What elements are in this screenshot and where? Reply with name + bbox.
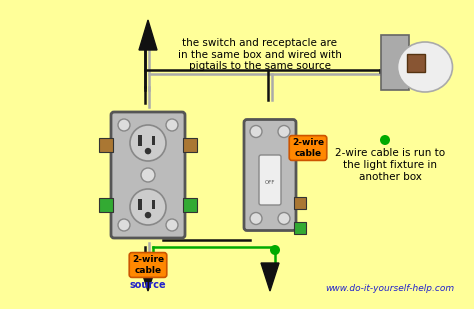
Circle shape (130, 189, 166, 225)
Text: 2-wire
cable: 2-wire cable (292, 138, 324, 158)
Bar (183, 198, 197, 212)
Bar (99, 198, 113, 212)
Circle shape (250, 213, 262, 225)
FancyBboxPatch shape (259, 155, 281, 205)
FancyBboxPatch shape (111, 112, 185, 238)
Circle shape (130, 125, 166, 161)
Text: OFF: OFF (265, 180, 275, 185)
Polygon shape (261, 263, 279, 291)
Text: source: source (130, 280, 166, 290)
Bar (381, 35, 409, 90)
Text: 2-wire cable is run to
the light fixture in
another box: 2-wire cable is run to the light fixture… (335, 148, 445, 182)
Bar (152, 200, 155, 209)
Bar (294, 222, 306, 234)
Bar (99, 138, 113, 152)
Circle shape (250, 125, 262, 138)
Circle shape (380, 135, 390, 145)
Ellipse shape (398, 42, 453, 92)
Text: www.do-it-yourself-help.com: www.do-it-yourself-help.com (326, 284, 455, 293)
Circle shape (278, 213, 290, 225)
Bar (138, 135, 142, 146)
Bar (294, 141, 306, 153)
Circle shape (166, 119, 178, 131)
Circle shape (270, 245, 280, 255)
Circle shape (278, 125, 290, 138)
Bar (152, 136, 155, 145)
FancyBboxPatch shape (244, 120, 296, 231)
Bar (294, 197, 306, 209)
Circle shape (118, 119, 130, 131)
Circle shape (166, 219, 178, 231)
Bar (183, 138, 197, 152)
Polygon shape (139, 20, 157, 50)
Circle shape (118, 219, 130, 231)
Circle shape (145, 148, 151, 154)
Circle shape (141, 168, 155, 182)
Bar (138, 199, 142, 210)
Polygon shape (139, 263, 157, 291)
Circle shape (145, 212, 151, 218)
Text: 2-wire
cable: 2-wire cable (132, 255, 164, 275)
Text: the switch and receptacle are
in the same box and wired with
pigtails to the sam: the switch and receptacle are in the sam… (178, 38, 342, 71)
Bar (407, 54, 425, 72)
